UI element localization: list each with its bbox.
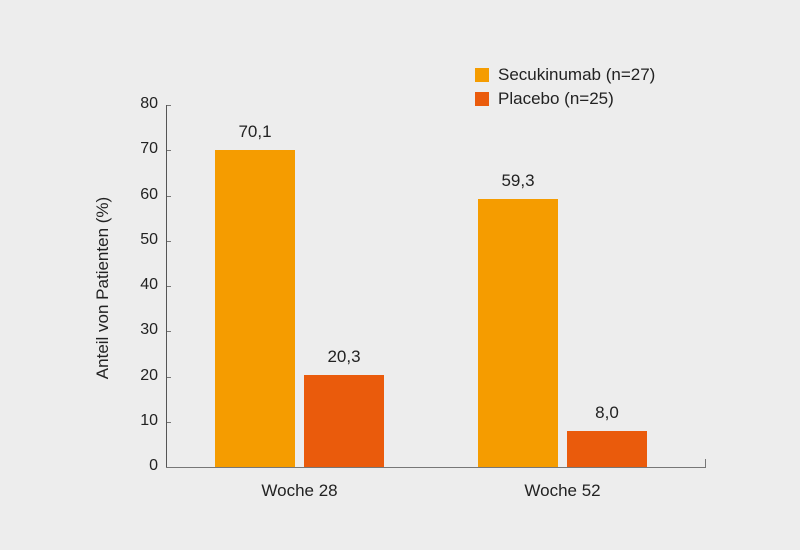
- bar-secukinumab-0: [215, 149, 295, 467]
- bar-secukinumab-1: [478, 198, 558, 467]
- y-tick: [166, 331, 171, 332]
- y-tick: [166, 196, 171, 197]
- y-tick-label: 60: [140, 186, 158, 203]
- bar-placebo-1: [567, 430, 647, 467]
- bar-value-label: 20,3: [327, 347, 361, 367]
- y-tick: [166, 286, 171, 287]
- y-tick-label: 70: [140, 140, 158, 157]
- bar-value-label: 8,0: [595, 402, 619, 422]
- legend-label: Secukinumab (n=27): [498, 65, 656, 84]
- x-category-label: Woche 52: [524, 481, 601, 500]
- legend-item-secukinumab: Secukinumab (n=27): [475, 63, 655, 87]
- legend: Secukinumab (n=27) Placebo (n=25): [475, 63, 655, 111]
- bar-placebo-0: [304, 375, 384, 467]
- x-axis-end-tick: [705, 459, 706, 468]
- y-tick-label: 20: [140, 367, 158, 384]
- y-tick: [166, 105, 171, 106]
- y-tick-label: 80: [140, 95, 158, 112]
- legend-swatch-placebo: [475, 92, 489, 106]
- y-tick-label: 10: [140, 412, 158, 429]
- y-tick: [166, 422, 171, 423]
- y-tick: [166, 377, 171, 378]
- legend-item-placebo: Placebo (n=25): [475, 87, 655, 111]
- y-axis-line: [166, 105, 167, 468]
- y-tick-label: 0: [149, 457, 158, 474]
- legend-label: Placebo (n=25): [498, 89, 614, 108]
- bar-value-label: 70,1: [238, 121, 272, 141]
- y-tick-label: 30: [140, 321, 158, 338]
- x-category-label: Woche 28: [261, 481, 338, 500]
- legend-swatch-secukinumab: [475, 68, 489, 82]
- y-tick: [166, 150, 171, 151]
- y-tick-label: 50: [140, 231, 158, 248]
- bar-value-label: 59,3: [501, 170, 535, 190]
- y-tick: [166, 241, 171, 242]
- y-tick-label: 40: [140, 276, 158, 293]
- x-axis-line: [166, 467, 706, 468]
